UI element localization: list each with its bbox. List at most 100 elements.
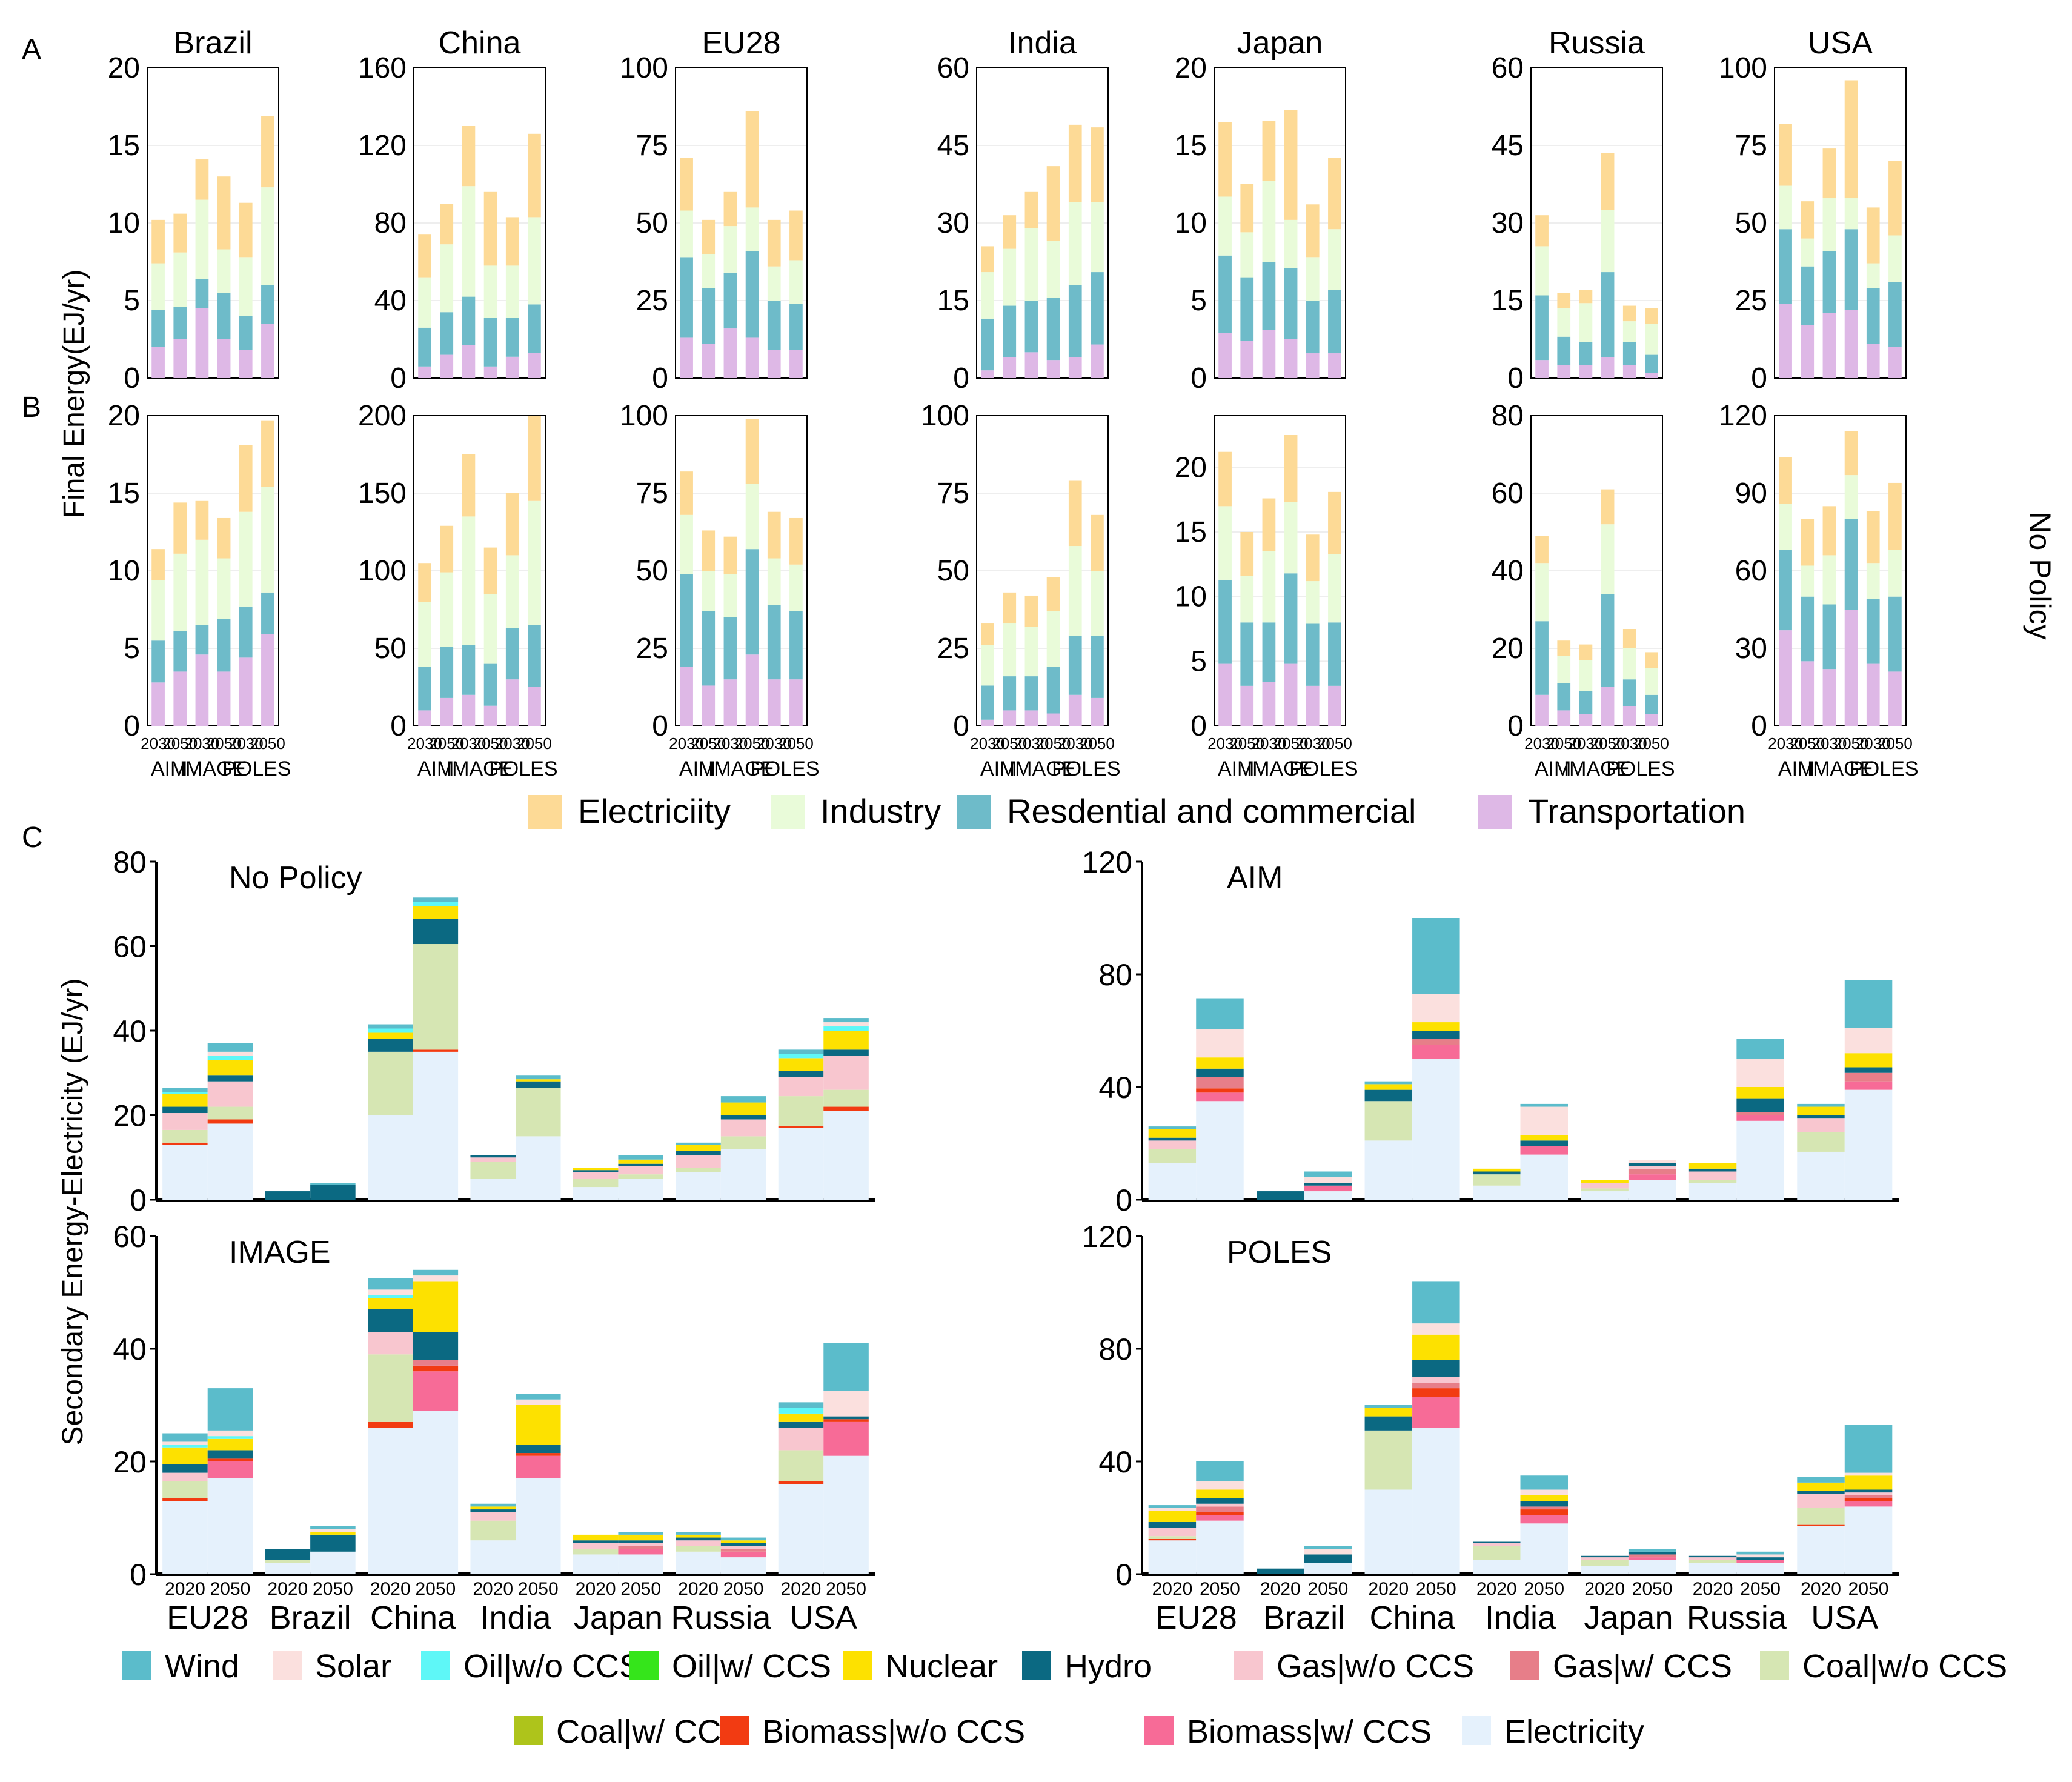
legend-swatch xyxy=(720,1716,749,1745)
bar-gas-wo-ccs xyxy=(1472,1543,1521,1546)
legend-item-residential-commercial: Industry xyxy=(771,792,941,830)
bar-electricity xyxy=(462,126,476,187)
x-tick-label-year: 2030 xyxy=(669,734,704,753)
bar-electricity xyxy=(217,176,231,250)
x-tick-label-year: 2050 xyxy=(313,1579,353,1599)
bar-wind xyxy=(1797,1477,1845,1483)
bar-hydro xyxy=(1148,1137,1197,1141)
legend-label: Oil|w/o CCS xyxy=(463,1648,641,1684)
bar-coal-wo-ccs xyxy=(1581,1560,1629,1566)
facet-frame xyxy=(1530,415,1663,726)
bar-biomass-wo-ccs xyxy=(1196,1088,1244,1093)
bar-electricity xyxy=(1148,1540,1197,1574)
bar-residential-commercial xyxy=(217,619,231,672)
bar-transportation xyxy=(1068,357,1082,378)
x-tick-label-year: 2020 xyxy=(267,1579,308,1599)
bar-transportation xyxy=(745,654,759,726)
bar-electricity xyxy=(265,1563,311,1574)
bar-wind xyxy=(1148,1126,1197,1129)
bar-residential-commercial xyxy=(483,318,497,367)
bar-transportation xyxy=(1888,671,1902,726)
bar-transportation xyxy=(261,324,274,378)
bar-hydro xyxy=(1520,1140,1569,1146)
bar-biomass-w-ccs xyxy=(1304,1185,1352,1192)
bar-biomass-wo-ccs xyxy=(368,1421,413,1428)
x-tick-label-year: 2050 xyxy=(1740,1579,1781,1599)
bar-electricity xyxy=(1866,511,1880,564)
x-group-label: AIM xyxy=(1535,757,1571,780)
bar-hydro xyxy=(1797,1115,1845,1119)
x-tick-label-year: 2030 xyxy=(1856,734,1891,753)
bar-industry xyxy=(217,249,231,293)
x-tick-label-year: 2050 xyxy=(1590,734,1625,753)
chart-no-policy: 0 20 40 60 80 No Policy xyxy=(113,845,875,1217)
bar-electricity xyxy=(1888,482,1902,550)
bar-gas-wo-ccs xyxy=(162,1113,208,1130)
bar-biomass-w-ccs xyxy=(516,1455,561,1478)
x-group-label: AIM xyxy=(1218,757,1254,780)
y-tick-label: 0 xyxy=(390,710,407,742)
bar-wind xyxy=(368,1278,413,1290)
bar-electricity xyxy=(368,1428,413,1574)
x-tick-label-year: 2030 xyxy=(712,734,748,753)
bar-transportation xyxy=(1328,353,1341,378)
bar-nuclear xyxy=(1148,1511,1197,1522)
bar-electricity xyxy=(1240,532,1254,576)
bar-nuclear xyxy=(310,1532,356,1535)
x-tick-label-year: 2030 xyxy=(1207,734,1243,753)
bar-wind xyxy=(1736,1039,1784,1059)
bar-hydro xyxy=(618,1163,663,1166)
bar-hydro xyxy=(720,1543,766,1546)
bar-electricity xyxy=(702,219,716,254)
bar-electricity xyxy=(1645,308,1658,324)
bar-residential-commercial xyxy=(702,288,716,344)
bar-wind xyxy=(1628,1549,1676,1552)
bar-residential-commercial xyxy=(1888,282,1902,347)
y-tick-label: 40 xyxy=(113,1332,147,1366)
bar-electricity xyxy=(1218,122,1232,197)
bar-coal-wo-ccs xyxy=(1364,1430,1413,1490)
facet-chart_data.0-eu28: 0 25 50 75 100 EU28 xyxy=(620,25,808,394)
y-tick-label: 100 xyxy=(620,400,668,432)
y-tick-label: 30 xyxy=(937,207,969,239)
bar-electricity xyxy=(1557,293,1571,308)
bar-residential-commercial xyxy=(1218,579,1232,664)
y-tick-label: 60 xyxy=(113,1220,147,1254)
bar-hydro xyxy=(516,1445,561,1454)
bar-solar xyxy=(1196,1029,1244,1058)
y-tick-label: 40 xyxy=(1492,555,1524,587)
bar-electricity xyxy=(1622,305,1636,322)
bar-hydro xyxy=(1472,1171,1521,1175)
bar-gas-w-ccs xyxy=(1412,1382,1460,1389)
bar-biomass-w-ccs xyxy=(1628,1557,1676,1560)
bar-nuclear xyxy=(618,1159,663,1164)
chart-title: IMAGE xyxy=(229,1235,331,1270)
bar-industry xyxy=(1240,232,1254,278)
bar-electricity xyxy=(217,517,231,559)
y-tick-label: 60 xyxy=(937,52,969,84)
bar-hydro xyxy=(413,919,459,945)
facet-chart_data.0-usa: 0 25 50 75 100 USA xyxy=(1719,25,1907,394)
x-tick-label-year: 2020 xyxy=(1801,1579,1841,1599)
bar-nuclear xyxy=(1520,1135,1569,1141)
bar-electricity xyxy=(239,445,253,512)
bar-industry xyxy=(1866,263,1880,288)
bar-electricity xyxy=(702,530,716,571)
bar-biomass-wo-ccs xyxy=(1412,1388,1460,1397)
bar-gas-wo-ccs xyxy=(470,1512,516,1521)
bar-solar xyxy=(1844,1028,1893,1054)
bar-biomass-wo-ccs xyxy=(413,1365,459,1372)
y-tick-label: 60 xyxy=(113,930,147,964)
legend-swatch xyxy=(514,1716,543,1745)
bar-transportation xyxy=(1866,663,1880,726)
bar-transportation xyxy=(1822,313,1836,378)
legend-swatch xyxy=(1022,1651,1051,1680)
x-tick-label-year: 2030 xyxy=(141,734,176,753)
bar-hydro xyxy=(1364,1416,1413,1431)
bar-electricity xyxy=(723,191,737,227)
x-group-label: POLES xyxy=(751,757,819,780)
legend-item-gas-w-ccs: Gas|w/ CCS xyxy=(1510,1648,1732,1684)
bar-electricity xyxy=(239,202,253,258)
x-group-label: AIM xyxy=(417,757,454,780)
bar-residential-commercial xyxy=(239,606,253,658)
